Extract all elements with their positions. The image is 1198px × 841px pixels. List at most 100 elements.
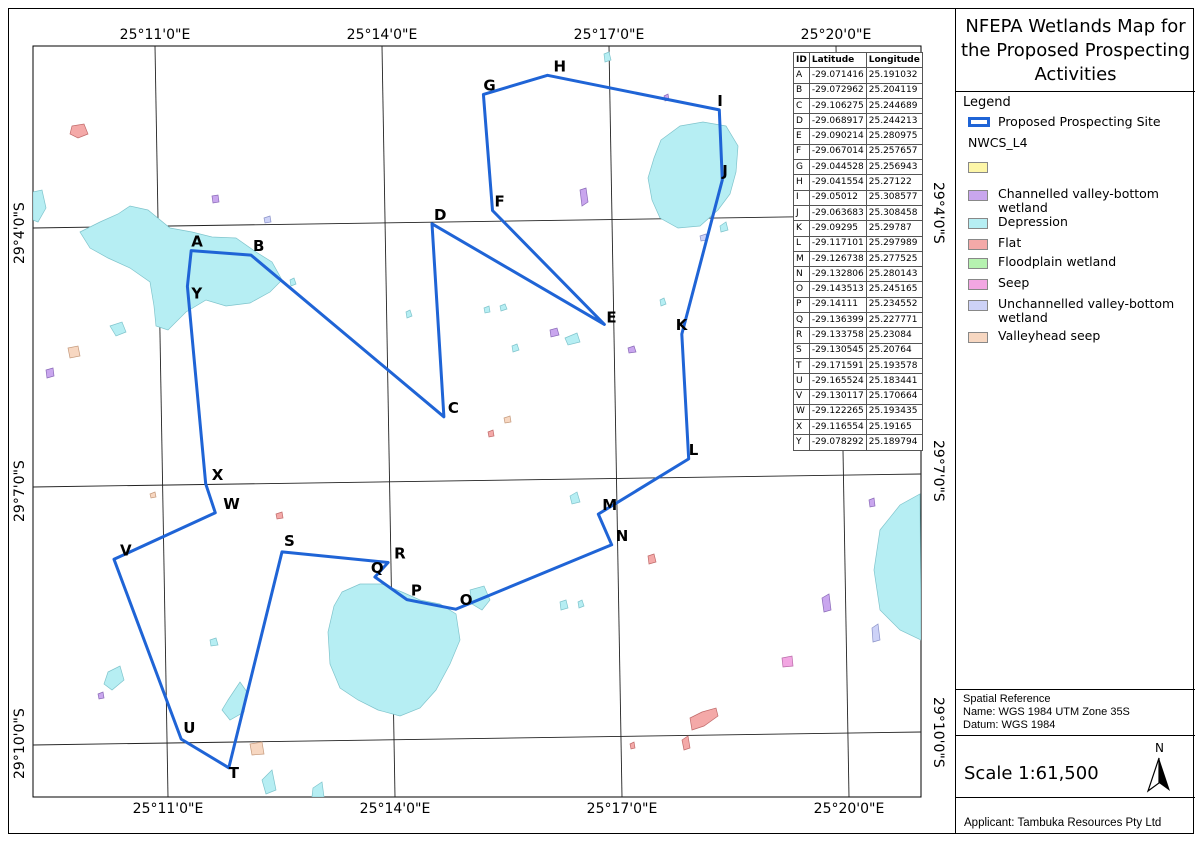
legend-heading: Legend [963, 95, 1011, 110]
table-row: B -29.072962 25.204119 [793, 82, 923, 99]
coord-label-left: 29°7'0"S [12, 460, 28, 522]
vertex-label: R [394, 545, 406, 563]
table-row: D -29.068917 25.244213 [793, 113, 923, 130]
table-cell-longitude: 25.234552 [865, 296, 923, 314]
vertex-label: U [183, 719, 195, 737]
panel-divider [956, 689, 1195, 690]
unchannelled-wetland [871, 623, 881, 643]
depression-wetland [559, 599, 569, 611]
depression-wetland [261, 769, 277, 795]
depression-wetland [311, 781, 325, 797]
table-row: P -29.14111 25.234552 [793, 296, 923, 314]
legend-layer-name: NWCS_L4 [968, 135, 1028, 150]
table-cell-id: I [793, 189, 810, 206]
unchannelled-wetland [263, 215, 272, 224]
table-row: E -29.090214 25.280975 [793, 128, 923, 145]
table-cell-latitude: -29.090214 [808, 128, 867, 145]
table-cell-id: E [793, 128, 810, 145]
table-cell-id: W [793, 403, 810, 421]
depression-wetland [79, 205, 283, 331]
table-cell-id: B [793, 82, 810, 99]
table-cell-id: V [793, 388, 810, 405]
legend-swatch [968, 218, 988, 229]
parallel-line [33, 214, 921, 229]
wetland-seep [781, 655, 794, 668]
vertex-label: M [602, 496, 617, 514]
vertex-label: K [676, 316, 689, 334]
table-cell-longitude: 25.227771 [865, 312, 923, 329]
legend-category-label: Depression [998, 214, 1068, 229]
coord-label-top: 25°14'0"E [346, 27, 418, 43]
wetland-flat [69, 123, 719, 751]
table-header-id: ID [793, 51, 810, 69]
table-cell-longitude: 25.183441 [865, 373, 923, 390]
legend-category-label: Flat [998, 235, 1022, 250]
coord-label-bottom: 25°14'0"E [359, 801, 431, 817]
legend-category-label: Channelled valley-bottom wetland [998, 186, 1159, 215]
wetland-channelled [45, 93, 876, 700]
table-cell-longitude: 25.256943 [865, 159, 923, 176]
table-cell-id: C [793, 97, 810, 115]
vertex-label: Y [190, 284, 203, 302]
table-cell-longitude: 25.19165 [865, 419, 923, 436]
table-cell-latitude: -29.130545 [808, 342, 867, 359]
channelled-wetland [627, 345, 637, 354]
vertex-label: D [434, 206, 446, 224]
table-row: Y -29.078292 25.189794 [793, 434, 923, 451]
table-cell-id: P [793, 296, 810, 314]
table-cell-latitude: -29.126738 [808, 250, 867, 268]
vertex-label: H [554, 57, 567, 75]
prospecting-site-boundary [112, 73, 724, 770]
table-cell-longitude: 25.193578 [865, 357, 923, 375]
table-cell-latitude: -29.171591 [808, 357, 867, 375]
spatial-reference-heading: Spatial Reference [963, 693, 1051, 705]
map-frame [8, 8, 1194, 834]
table-cell-longitude: 25.308458 [865, 204, 923, 222]
legend-swatch [968, 332, 988, 343]
depression-wetland [33, 189, 47, 223]
meridian-line [154, 46, 169, 797]
table-row: H -29.041554 25.27122 [793, 174, 923, 191]
table-cell-latitude: -29.041554 [808, 174, 867, 191]
coord-label-left: 29°10'0"S [12, 708, 28, 779]
coord-label-top: 25°20'0"E [800, 27, 872, 43]
table-row: M -29.126738 25.277525 [793, 250, 923, 268]
table-cell-longitude: 25.193435 [865, 403, 923, 421]
depression-wetland [209, 637, 219, 647]
north-arrow-icon [1146, 757, 1170, 793]
depression-wetland [499, 303, 508, 312]
table-cell-latitude: -29.067014 [808, 143, 867, 161]
site-outline-swatch [968, 117, 990, 127]
legend-swatch [968, 258, 988, 269]
wetland-valleyhead [67, 345, 512, 756]
table-row: L -29.117101 25.297989 [793, 235, 923, 252]
legend-swatch [968, 279, 988, 290]
legend-swatch [968, 162, 988, 173]
table-row: X -29.116554 25.19165 [793, 419, 923, 436]
table-cell-longitude: 25.257657 [865, 143, 923, 161]
channelled-wetland [549, 327, 560, 338]
panel-divider [956, 91, 1195, 92]
table-row: U -29.165524 25.183441 [793, 373, 923, 390]
coord-label-bottom: 25°17'0"E [586, 801, 658, 817]
channelled-wetland [868, 497, 876, 508]
vertex-label: F [495, 193, 505, 211]
valleyhead-wetland [149, 491, 157, 499]
depression-wetland [405, 309, 413, 319]
table-row: C -29.106275 25.244689 [793, 97, 923, 115]
coord-label-right: 29°7'0"S [930, 440, 946, 502]
vertex-label: N [616, 527, 629, 545]
table-header-latitude: Latitude [808, 51, 867, 69]
table-row: T -29.171591 25.193578 [793, 357, 923, 375]
legend-category-label: Floodplain wetland [998, 254, 1117, 269]
table-row: Q -29.136399 25.227771 [793, 312, 923, 329]
site-vertex-labels: A B C D E F G H I J K L MN O P QR S T U V WX Y [120, 57, 728, 781]
table-row: N -29.132806 25.280143 [793, 266, 923, 283]
panel-divider [956, 735, 1195, 736]
table-row: R -29.133758 25.23084 [793, 327, 923, 344]
depression-wetland [873, 493, 921, 641]
vertex-label: S [284, 532, 295, 550]
depression-wetland [659, 297, 667, 307]
depression-wetland [327, 583, 461, 717]
